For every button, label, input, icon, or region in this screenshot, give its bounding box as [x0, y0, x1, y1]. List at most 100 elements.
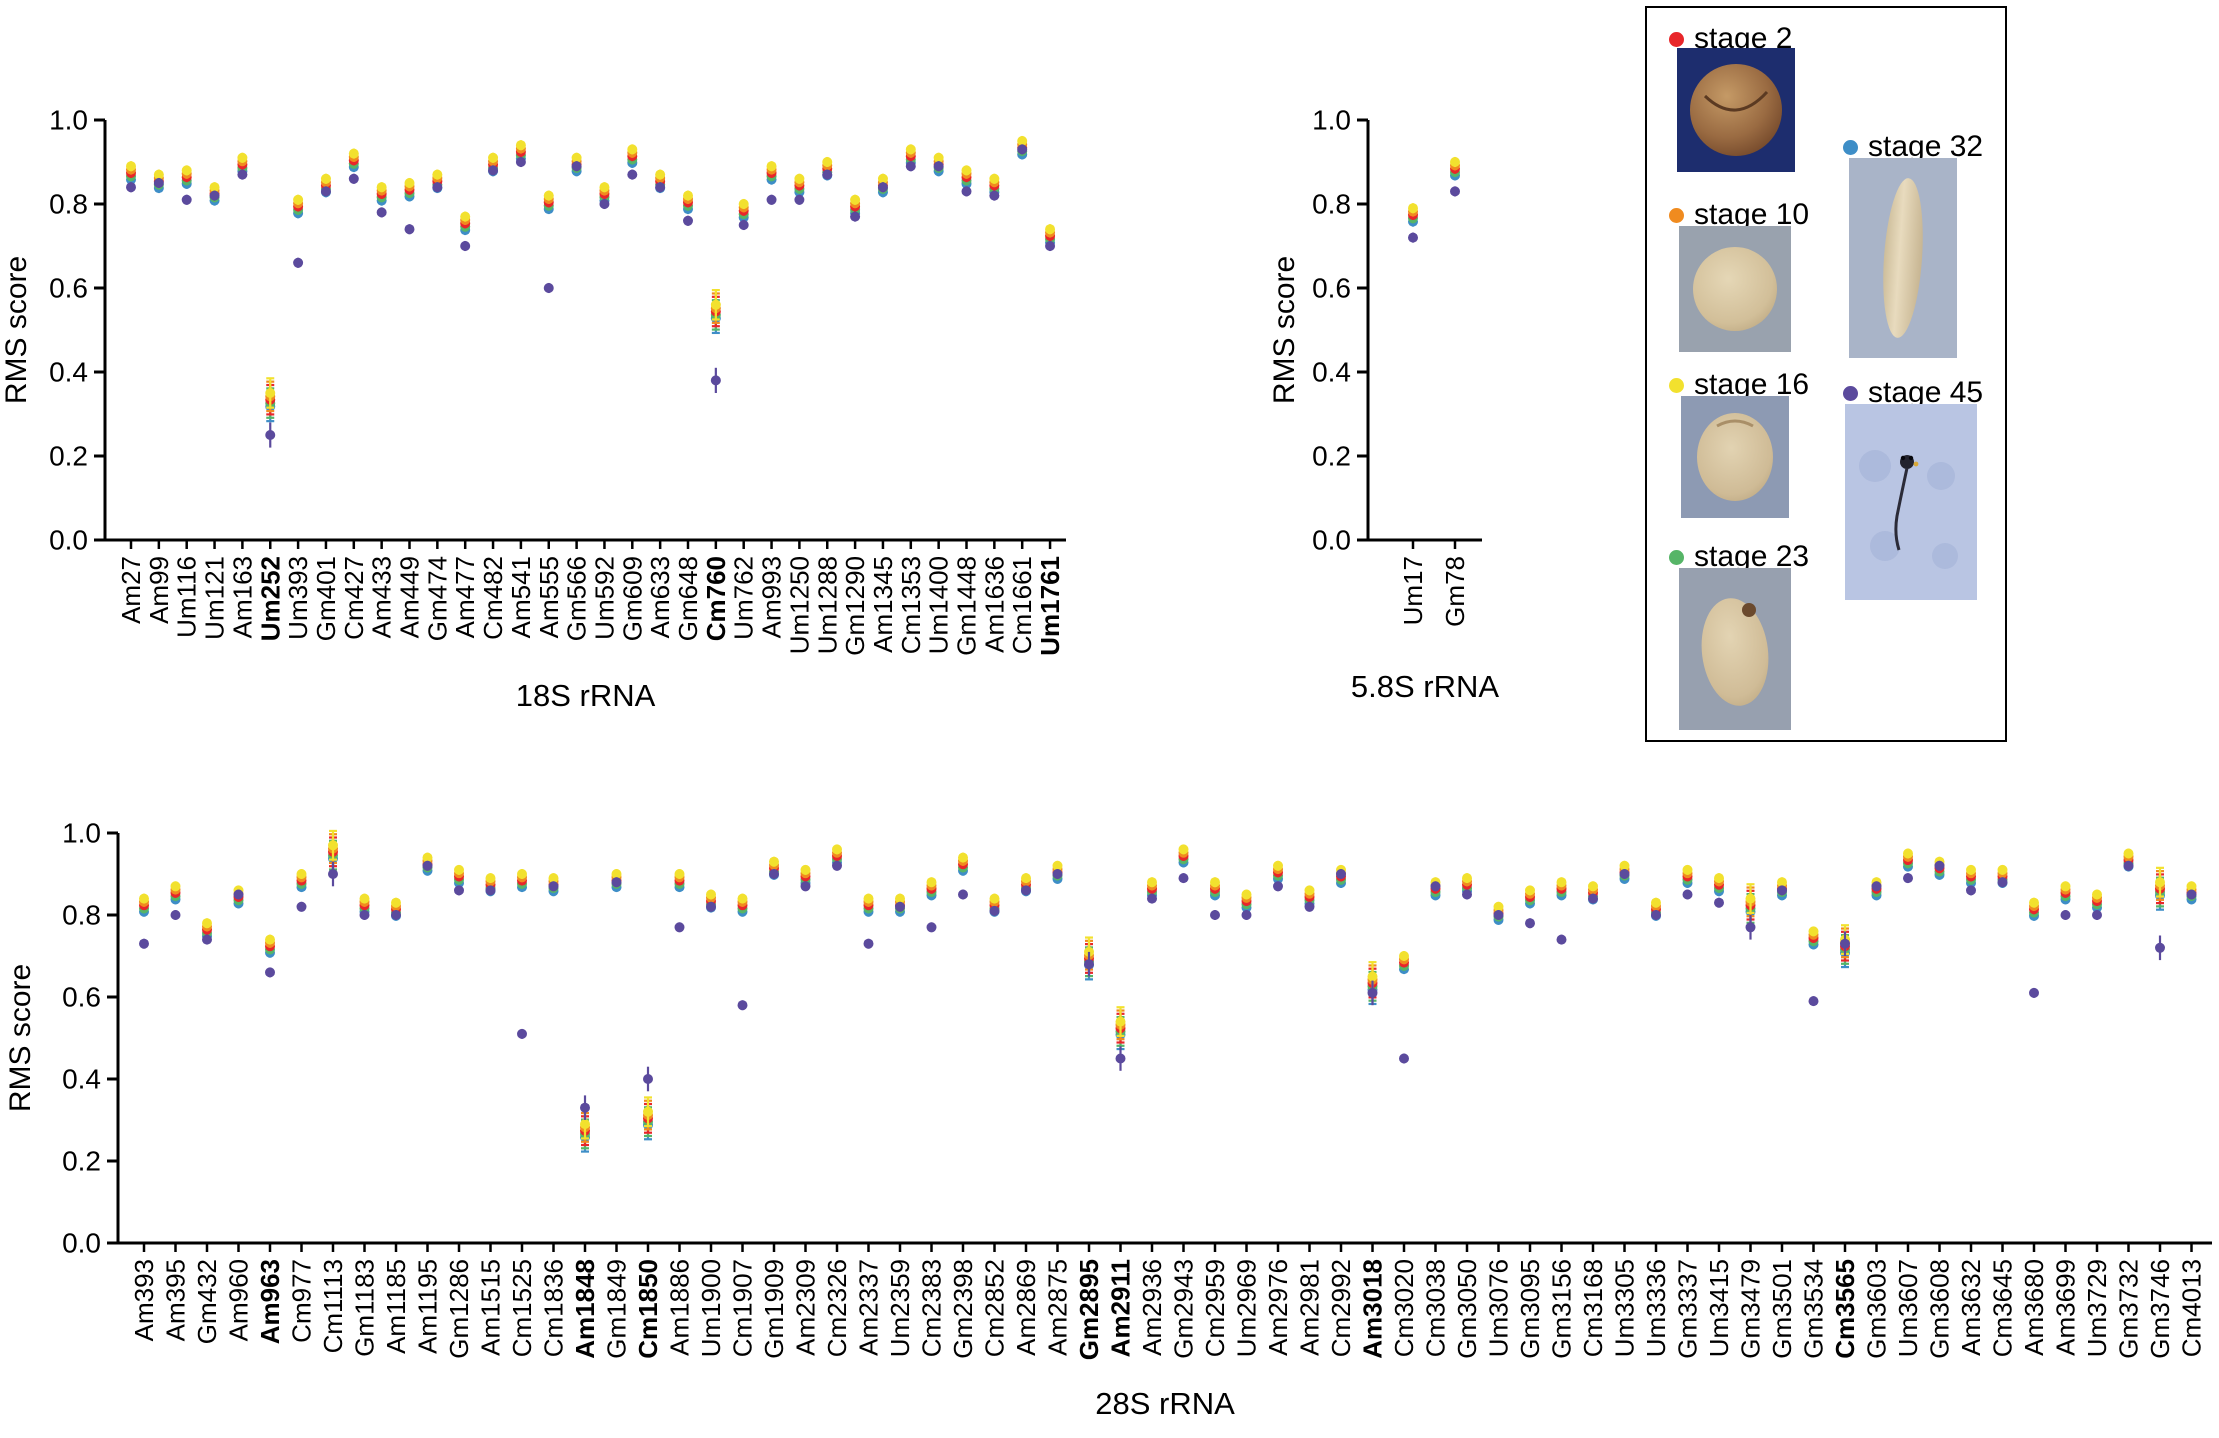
point-group-Gm3732 [2123, 848, 2134, 872]
data-point-stage-45 [422, 860, 433, 871]
data-point-stage-45 [580, 1102, 590, 1113]
x-category-label: Cm1850 [633, 1259, 663, 1359]
x-axis-title: 18S rRNA [516, 678, 656, 713]
point-group-Gm3156 [1556, 877, 1567, 945]
x-category-label: Am433 [367, 556, 397, 638]
x-category-label: Um1250 [784, 556, 814, 654]
x-category-label: Gm1849 [602, 1259, 632, 1359]
x-category-label: Am2875 [1043, 1259, 1073, 1356]
point-group-Am2869 [1021, 873, 1031, 897]
data-point-stage-45 [905, 161, 916, 172]
point-group-Cm1661 [1017, 135, 1028, 160]
legend-item-stage-23: stage 23 [1669, 540, 1809, 574]
point-group-Gm401 [320, 173, 331, 198]
data-point [926, 877, 937, 888]
data-point [2092, 889, 2102, 900]
point-group-Um3415 [1714, 873, 1724, 908]
point-group-Cm3565 [1840, 924, 1850, 969]
data-point [293, 194, 304, 205]
x-category-label: Am2309 [791, 1259, 821, 1356]
data-point [1210, 877, 1220, 888]
data-point [2123, 848, 2134, 859]
point-group-Um393 [293, 194, 304, 268]
y-tick-label: 0.0 [62, 1228, 101, 1259]
x-category-label: Cm3565 [1830, 1259, 1860, 1359]
data-point-stage-45 [1273, 881, 1283, 892]
point-group-Am960 [233, 885, 244, 909]
data-point [515, 140, 526, 151]
y-tick-label: 1.0 [1312, 105, 1351, 136]
x-category-label: Am1185 [381, 1259, 411, 1354]
x-category-label: Um3076 [1484, 1259, 1514, 1357]
data-point-stage-45 [391, 910, 401, 920]
y-tick-label: 0.4 [1312, 357, 1351, 388]
x-category-label: Am3632 [1956, 1259, 1986, 1356]
point-group-Cm977 [296, 869, 307, 912]
point-group-Am2911 [1115, 1006, 1126, 1071]
data-point-stage-45 [202, 934, 212, 945]
data-point-stage-45 [454, 885, 464, 896]
data-point [237, 152, 248, 163]
data-point [1493, 901, 1504, 912]
point-group-Am395 [170, 881, 181, 920]
data-point-stage-45 [265, 967, 275, 978]
x-category-label: Am1515 [476, 1259, 506, 1356]
data-point [850, 194, 861, 205]
y-tick-label: 0.6 [49, 273, 88, 304]
x-category-label: Gm1183 [350, 1259, 380, 1357]
x-category-label: Am2936 [1137, 1259, 1167, 1356]
x-category-label: Gm609 [617, 556, 647, 641]
x-category-label: Cm3645 [1988, 1259, 2018, 1357]
point-group-Gm432 [202, 918, 212, 945]
embryo-photo-stage-16 [1681, 396, 1789, 518]
data-point-stage-45 [794, 194, 805, 205]
data-point-stage-45 [328, 869, 338, 879]
data-point [683, 190, 693, 201]
point-group-Am2875 [1052, 860, 1063, 884]
data-point-stage-45 [1045, 241, 1056, 251]
x-category-label: Am1848 [570, 1259, 600, 1359]
data-point-stage-45 [611, 877, 622, 888]
data-point-stage-45 [1241, 910, 1252, 920]
point-group-Cm2852 [989, 893, 1000, 917]
point-group-Gm609 [627, 144, 638, 180]
data-point [1714, 873, 1724, 884]
data-point [1903, 848, 1913, 859]
data-point-stage-45 [1556, 934, 1567, 945]
data-point-stage-45 [2123, 860, 2134, 871]
data-point [432, 169, 443, 180]
data-point [710, 299, 721, 310]
legend-label-stage-10: stage 10 [1694, 198, 1810, 231]
data-point [580, 1119, 590, 1130]
data-point-stage-45 [1084, 959, 1094, 970]
point-group-Cm1850 [643, 1066, 653, 1141]
x-category-label: Um121 [200, 556, 230, 640]
point-group-Cm427 [348, 148, 359, 184]
legend-label-stage-45: stage 45 [1868, 376, 1984, 409]
data-point-stage-45 [181, 194, 192, 205]
point-group-Um762 [738, 198, 749, 231]
point-group-Gm648 [683, 190, 693, 226]
x-category-label: Am963 [255, 1259, 285, 1344]
data-point [153, 169, 164, 180]
x-category-label: Um2359 [885, 1259, 915, 1357]
x-category-label: Cm1907 [728, 1259, 758, 1357]
data-point [1619, 860, 1630, 871]
data-point-stage-45 [958, 889, 968, 900]
point-group-Cm1836 [548, 873, 559, 897]
data-point-stage-45 [1408, 232, 1418, 243]
data-point-stage-45 [543, 283, 554, 293]
data-point [454, 864, 464, 875]
embryo-photo-stage-45 [1845, 404, 1977, 600]
x-category-label: Cm1661 [1007, 556, 1037, 654]
point-group-Am2976 [1273, 860, 1283, 892]
point-group-Um1761 [1045, 224, 1056, 252]
x-category-label: Um3607 [1893, 1259, 1923, 1357]
point-group-Am99 [153, 169, 164, 194]
x-category-label: Cm427 [339, 556, 369, 640]
data-point [1147, 877, 1157, 888]
data-point [1273, 860, 1283, 871]
x-category-label: Um3305 [1610, 1259, 1640, 1357]
data-point-stage-45 [1525, 918, 1535, 929]
x-category-label: Gm3156 [1547, 1259, 1577, 1359]
